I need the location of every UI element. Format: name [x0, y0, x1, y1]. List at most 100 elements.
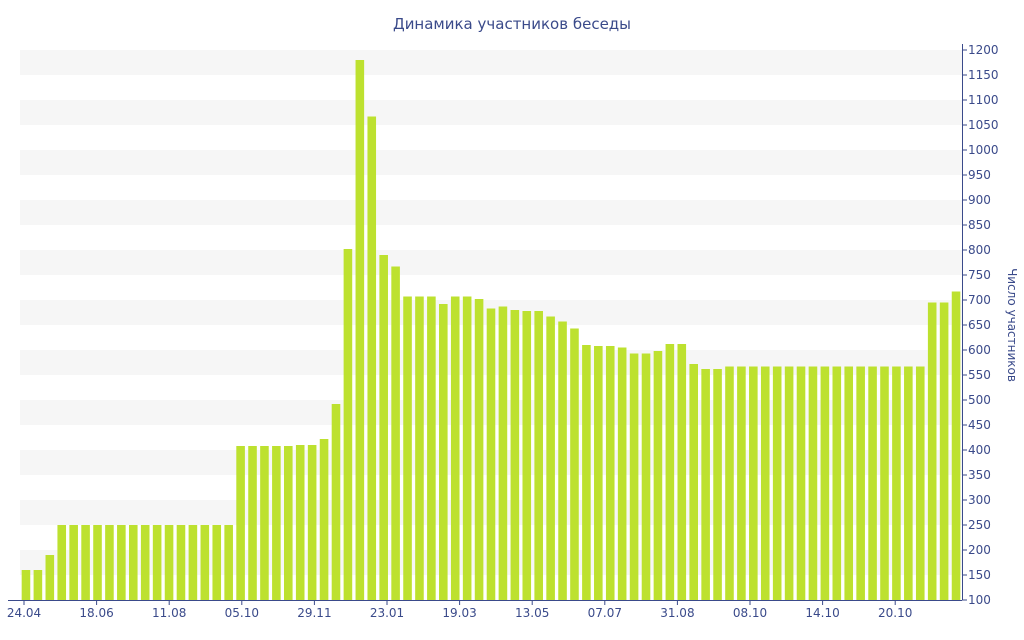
bar [403, 296, 412, 600]
bar [641, 353, 651, 600]
x-tick-label: 05.10 [225, 606, 259, 620]
bar [295, 445, 305, 600]
bar [462, 296, 472, 600]
x-tick-label: 08.10 [733, 606, 767, 620]
grid-band [20, 200, 962, 225]
bar [21, 570, 31, 600]
y-tick-label: 250 [968, 518, 991, 532]
bar [450, 296, 460, 600]
bar [868, 366, 877, 600]
bar [820, 366, 830, 600]
y-tick-label: 1200 [968, 43, 999, 57]
bar [558, 321, 567, 600]
bar [117, 525, 126, 600]
bar [892, 366, 901, 600]
bar [582, 345, 591, 600]
y-tick-label: 1050 [968, 118, 999, 132]
axes: 100 150 200 250 300 350 400 450 500 550 600 650 700 7… [7, 43, 999, 620]
bar [427, 296, 436, 600]
grid-band [20, 100, 962, 125]
bar [534, 311, 543, 600]
bar [701, 369, 710, 600]
bar [951, 291, 961, 600]
bar [200, 525, 210, 600]
bar [570, 328, 579, 600]
y-tick-label: 200 [968, 543, 991, 557]
bar [749, 366, 758, 600]
bar [379, 255, 388, 600]
x-tick-label: 29.11 [297, 606, 331, 620]
y-tick-label: 650 [968, 318, 991, 332]
bar [33, 570, 43, 600]
y-tick-label: 1000 [968, 143, 999, 157]
bar [439, 304, 448, 600]
bar [808, 366, 818, 600]
bar [725, 366, 734, 600]
bar [367, 116, 377, 600]
x-tick-label: 24.04 [7, 606, 41, 620]
bar [307, 445, 317, 600]
y-tick-label: 850 [968, 218, 991, 232]
y-tick-label: 450 [968, 418, 991, 432]
x-tick-label: 20.10 [878, 606, 912, 620]
bar [81, 525, 90, 600]
x-tick-label: 19.03 [442, 606, 476, 620]
bars [21, 60, 961, 600]
bar [760, 366, 770, 600]
bar [248, 446, 257, 600]
bar [677, 344, 687, 600]
x-tick-label: 14.10 [805, 606, 839, 620]
bar [391, 266, 400, 600]
y-tick-label: 950 [968, 168, 991, 182]
bar [212, 525, 222, 600]
bar [415, 296, 424, 600]
x-tick-label: 23.01 [370, 606, 404, 620]
bar [832, 366, 842, 600]
bar [93, 525, 102, 600]
y-tick-label: 900 [968, 193, 991, 207]
x-tick-label: 18.06 [79, 606, 113, 620]
y-tick-label: 1100 [968, 93, 999, 107]
y-tick-label: 150 [968, 568, 991, 582]
y-tick-label: 500 [968, 393, 991, 407]
chart-title: Динамика участников беседы [393, 15, 631, 33]
bar [927, 302, 937, 600]
bar [880, 366, 889, 600]
grid-band [20, 250, 962, 275]
y-tick-label: 350 [968, 468, 991, 482]
bar [45, 555, 55, 600]
x-tick-label: 07.07 [588, 606, 622, 620]
bar [629, 353, 639, 600]
bar [272, 446, 281, 600]
bar [343, 249, 353, 600]
y-tick-label: 800 [968, 243, 991, 257]
bar [140, 525, 150, 600]
y-tick-label: 750 [968, 268, 991, 282]
y-tick-label: 550 [968, 368, 991, 382]
bar [713, 369, 722, 600]
bar [522, 311, 532, 600]
bar [188, 525, 198, 600]
bar [605, 346, 615, 600]
x-tick-label: 11.08 [152, 606, 186, 620]
bar [844, 366, 854, 600]
bar [796, 366, 806, 600]
bar [498, 306, 508, 600]
bar [236, 446, 245, 600]
grid-band [20, 150, 962, 175]
bar [915, 366, 925, 600]
x-tick-label: 13.05 [515, 606, 549, 620]
bar [152, 525, 162, 600]
bar [737, 366, 746, 600]
bar [128, 525, 138, 600]
bar [283, 446, 293, 600]
bar [772, 366, 782, 600]
bar [474, 299, 484, 600]
bar [260, 446, 269, 600]
bar [856, 366, 865, 600]
grid-band [20, 50, 962, 75]
bar [224, 525, 233, 600]
bar [105, 525, 114, 600]
